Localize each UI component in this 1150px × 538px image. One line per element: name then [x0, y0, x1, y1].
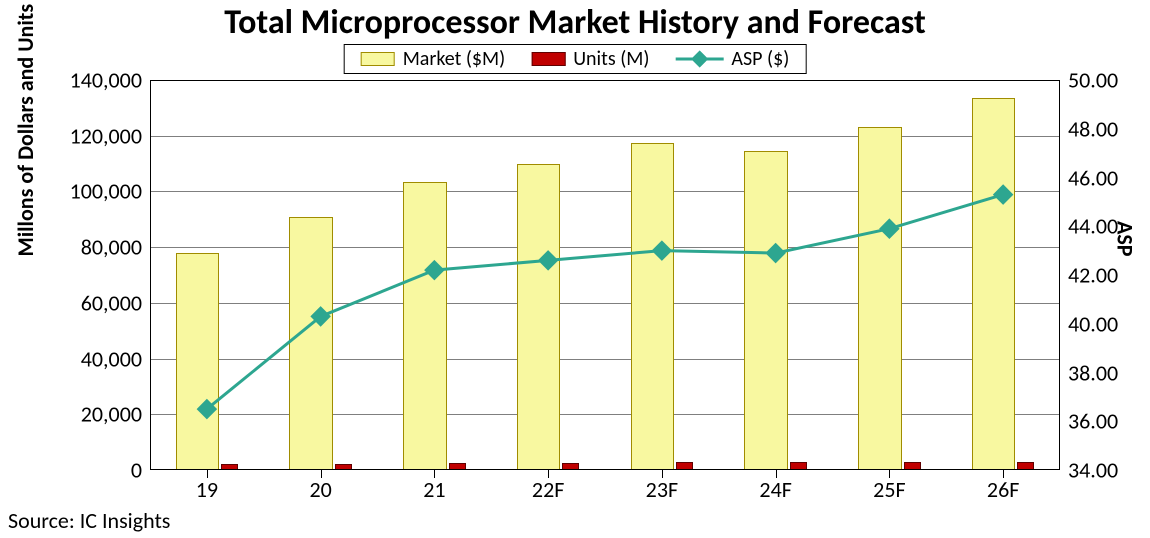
x-tick-label: 25F [873, 476, 905, 503]
y2-tick-label: 38.00 [1068, 359, 1118, 386]
y2-tick-label: 44.00 [1068, 213, 1118, 240]
y2-tick-label: 36.00 [1068, 408, 1118, 435]
plot-area [150, 80, 1060, 470]
asp-marker [425, 261, 443, 279]
x-tick-label: 20 [309, 476, 331, 503]
legend-label-units: Units (M) [573, 47, 649, 71]
y1-tick-label: 140,000 [62, 67, 142, 94]
y1-tick-label: 120,000 [62, 122, 142, 149]
x-tick-label: 24F [759, 476, 791, 503]
y1-tick-label: 40,000 [62, 345, 142, 372]
asp-marker [766, 244, 784, 262]
asp-marker [994, 185, 1012, 203]
y2-tick-label: 40.00 [1068, 310, 1118, 337]
y1-tick-label: 60,000 [62, 289, 142, 316]
legend-line-asp [675, 51, 723, 67]
y1-axis-title: Millons of Dollars and Units [12, 4, 39, 257]
y2-tick-label: 48.00 [1068, 115, 1118, 142]
x-tick-label: 19 [196, 476, 218, 503]
legend-item-asp: ASP ($) [675, 47, 789, 71]
x-tick-label: 21 [423, 476, 445, 503]
x-tick-label: 23F [646, 476, 678, 503]
y1-tick-label: 80,000 [62, 234, 142, 261]
legend-item-units: Units (M) [531, 47, 649, 71]
y1-tick-label: 0 [62, 457, 142, 484]
y2-tick-label: 46.00 [1068, 164, 1118, 191]
y2-tick-label: 42.00 [1068, 262, 1118, 289]
chart-container: Total Microprocessor Market History and … [0, 0, 1150, 538]
asp-marker [880, 219, 898, 237]
asp-line-layer [150, 80, 1060, 470]
legend-label-asp: ASP ($) [731, 47, 789, 71]
y1-tick-label: 100,000 [62, 178, 142, 205]
legend-swatch-units [531, 52, 565, 66]
legend-item-market: Market ($M) [361, 47, 506, 71]
x-tick-label: 22F [532, 476, 564, 503]
legend: Market ($M) Units (M) ASP ($) [344, 44, 807, 74]
asp-marker [539, 251, 557, 269]
chart-title: Total Microprocessor Market History and … [0, 2, 1150, 43]
legend-label-market: Market ($M) [403, 47, 506, 71]
y2-tick-label: 34.00 [1068, 457, 1118, 484]
x-tick-label: 26F [987, 476, 1019, 503]
legend-swatch-market [361, 52, 395, 66]
y2-tick-label: 50.00 [1068, 67, 1118, 94]
source-label: Source: IC Insights [8, 507, 170, 534]
y1-tick-label: 20,000 [62, 401, 142, 428]
asp-marker [653, 241, 671, 259]
